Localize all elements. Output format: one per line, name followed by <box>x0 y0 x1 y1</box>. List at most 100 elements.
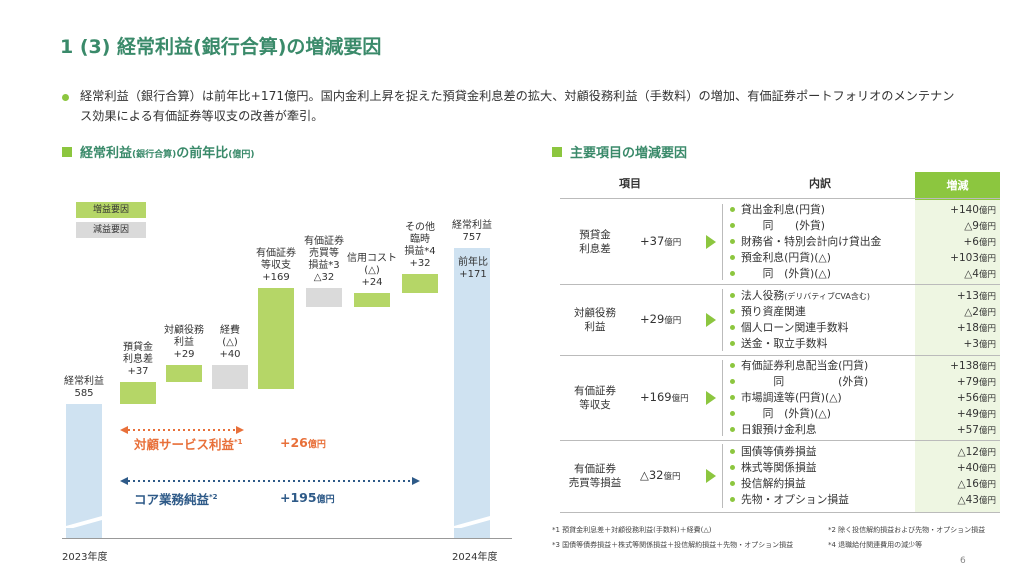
change-unit: 億円 <box>978 464 996 474</box>
waterfall-bar-4 <box>258 288 294 389</box>
change-number: +18 <box>956 322 979 334</box>
category-line: 利息差 <box>579 243 611 255</box>
table-detail-change: +3億円 <box>926 336 997 352</box>
waterfall-label-4: 有価証券 等収支 +169 <box>244 248 308 284</box>
legend-decrease: 減益要因 <box>76 222 146 238</box>
table-detail-item: 市場調達等(円貨)(△) <box>730 390 842 406</box>
change-unit: 億円 <box>978 308 996 318</box>
subtotal-core-value: +195億円 <box>280 490 335 505</box>
waterfall-bar-6 <box>354 292 390 308</box>
detail-label: 預り資産関連 <box>741 305 806 318</box>
bracket-line <box>722 360 723 436</box>
bullet-icon <box>730 464 735 470</box>
bullet-icon <box>730 448 735 454</box>
right-section-title: 主要項目の増減要因 <box>570 146 688 161</box>
waterfall-label-line: その他 <box>405 221 435 233</box>
waterfall-bar-3 <box>212 364 248 389</box>
subtotal-core-label: コア業務純益*2 <box>134 489 218 508</box>
bullet-icon <box>62 94 69 101</box>
detail-label: 先物・オプション損益 <box>741 493 849 506</box>
change-unit: 億円 <box>978 448 996 458</box>
waterfall-label-line: 経常利益 <box>452 220 492 231</box>
table-detail-item: 法人役務(デリバティブCVA含む) <box>730 288 870 304</box>
change-unit: 億円 <box>978 292 996 302</box>
table-row-separator <box>560 440 1000 441</box>
footnote-3: *3 国債等債券損益＋株式等関係損益＋投信解約損益＋先物・オプション損益 <box>552 541 794 549</box>
bullet-icon <box>730 394 735 400</box>
change-number: +6 <box>963 236 979 248</box>
subtotal-core-unit: 億円 <box>316 495 335 505</box>
change-unit: 億円 <box>978 222 996 232</box>
table-detail-change: △2億円 <box>926 304 996 320</box>
change-number: +103 <box>950 252 979 264</box>
table-detail-item: 財務省・特別会計向け貸出金 <box>730 234 881 250</box>
change-number: +13 <box>956 290 979 302</box>
table-row-separator <box>560 355 1000 356</box>
section-square-icon <box>62 147 72 157</box>
change-unit: 億円 <box>978 426 996 436</box>
waterfall-label-line: △32 <box>313 272 335 284</box>
change-number: +79 <box>956 376 979 388</box>
axis-break-icon <box>66 516 102 528</box>
bullet-icon <box>730 206 735 212</box>
row-value-unit: 億円 <box>664 316 682 326</box>
detail-label: 預金利息(円貨)(△) <box>741 251 831 264</box>
table-header-line <box>560 198 1000 199</box>
detail-label: 国債等債券損益 <box>741 445 817 458</box>
table-detail-item: 預り資産関連 <box>730 304 806 320</box>
waterfall-label-3: 経費 (△) +40 <box>198 325 262 361</box>
arrow-right-icon <box>706 235 716 249</box>
category-line: 利益 <box>584 321 606 333</box>
row-value-number: +37 <box>640 234 665 248</box>
waterfall-label-line: 有価証券 <box>256 248 296 260</box>
bullet-icon <box>730 410 735 416</box>
table-detail-change: +103億円 <box>926 250 996 266</box>
table-detail-item: 株式等関係損益 <box>730 460 817 476</box>
total-change-text: 前年比 <box>458 257 488 268</box>
subtotal-core-number: +195 <box>280 490 317 505</box>
change-number: +49 <box>956 408 979 420</box>
table-detail-change: +138億円 <box>926 358 996 374</box>
change-column-bg <box>915 200 1000 512</box>
table-detail-item: 同 (外貨)(△) <box>730 406 831 422</box>
change-unit: 億円 <box>978 206 996 216</box>
table-detail-item: 個人ローン関連手数料 <box>730 320 848 336</box>
arrow-right-icon <box>706 469 716 483</box>
change-unit: 億円 <box>978 340 996 350</box>
bracket-line <box>722 289 723 351</box>
row-value-number: +29 <box>640 312 665 326</box>
waterfall-label-line: 経費 <box>220 324 240 336</box>
subtotal-service-mark: *1 <box>234 437 243 446</box>
table-detail-item: 投信解約損益 <box>730 476 806 492</box>
bullet-icon <box>730 254 735 260</box>
waterfall-label-line: (△) <box>364 264 380 276</box>
bullet-icon <box>730 496 735 502</box>
left-section-title-main: 経常利益 <box>80 146 133 161</box>
change-number: △16 <box>957 478 979 490</box>
waterfall-label-line: +29 <box>173 348 195 360</box>
change-unit: 億円 <box>978 362 996 372</box>
summary-text: 経常利益（銀行合算）は前年比+171億円。国内金利上昇を捉えた預貸金利息差の拡大… <box>80 89 955 123</box>
table-detail-change: +56億円 <box>926 390 996 406</box>
axis-break-icon <box>454 516 490 528</box>
table-row-value: +37億円 <box>640 234 681 248</box>
waterfall-label-line: 585 <box>74 388 94 399</box>
left-section-unit: (億円) <box>228 150 255 160</box>
footnote-1: *1 預貸金利息差＋対顧役務利益(手数料)＋経費(△) <box>552 526 712 534</box>
table-detail-change: +79億円 <box>926 374 996 390</box>
total-change-value: +171 <box>459 269 487 280</box>
x-end-label: 2024年度 <box>452 552 498 563</box>
waterfall-label-line: 757 <box>462 232 482 243</box>
waterfall-bar-5 <box>306 288 342 308</box>
waterfall-label-1: 預貸金 利息差 +37 <box>106 342 170 378</box>
change-number: +3 <box>963 338 979 350</box>
bullet-icon <box>730 222 735 228</box>
change-number: +57 <box>956 424 979 436</box>
change-unit: 億円 <box>978 378 996 388</box>
waterfall-bar-1 <box>120 382 156 404</box>
detail-label: 同 (外貨)(△) <box>741 267 831 280</box>
waterfall-bar-2 <box>166 364 202 382</box>
double-arrow-icon <box>120 477 420 485</box>
waterfall-label-6: 信用コスト (△) +24 <box>340 253 404 289</box>
